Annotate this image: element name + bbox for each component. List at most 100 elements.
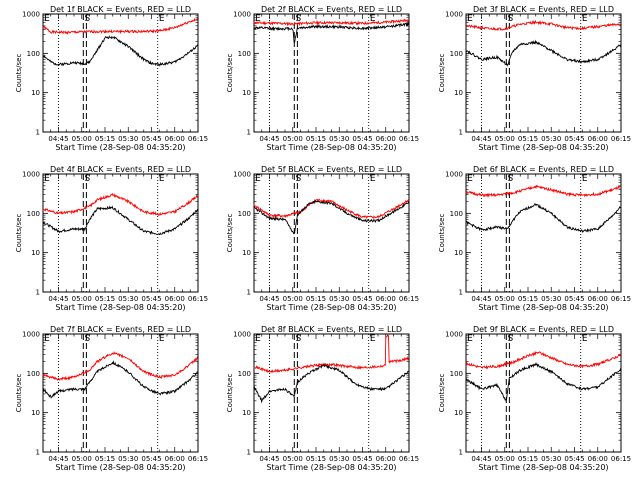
- series-line-events: [42, 360, 198, 399]
- event-marker-label: E: [44, 14, 50, 24]
- y-tick-label: 1000: [233, 171, 251, 179]
- y-tick-label: 1: [459, 449, 463, 457]
- y-axis-label: Counts/sec: [438, 214, 446, 253]
- x-tick-label: 05:30: [329, 455, 349, 463]
- event-marker-label: S: [84, 14, 90, 24]
- x-tick-label: 05:30: [541, 455, 561, 463]
- chart-title: Det 3f BLACK = Events, RED = LLD: [473, 5, 614, 14]
- x-tick-label: 04:45: [48, 135, 68, 143]
- x-tick-label: 05:30: [118, 455, 138, 463]
- chart-panel-8: Det 8f BLACK = Events, RED = LLD 1 10 100 10…: [226, 325, 419, 472]
- event-marker-label: E: [467, 14, 473, 24]
- chart-title: Det 6f BLACK = Events, RED = LLD: [473, 165, 614, 174]
- event-marker-label: S: [295, 174, 301, 184]
- x-axis-label: Start Time (28-Sep-08 04:35:20): [478, 143, 608, 152]
- event-marker-label: S: [84, 174, 90, 184]
- x-tick-label: 05:15: [518, 295, 538, 303]
- chart-panel-9: Det 9f BLACK = Events, RED = LLD 1 10 100 10…: [438, 325, 631, 472]
- x-tick-label: 05:15: [306, 135, 326, 143]
- y-tick-label: 1000: [22, 171, 40, 179]
- x-tick-label: 05:45: [141, 455, 161, 463]
- x-tick-label: 04:45: [471, 135, 491, 143]
- event-marker-label: E: [467, 334, 473, 344]
- x-tick-label: 05:45: [141, 295, 161, 303]
- x-tick-label: 05:45: [564, 295, 584, 303]
- chart-panel-3: Det 3f BLACK = Events, RED = LLD 1 10 100 10…: [438, 5, 631, 152]
- y-tick-label: 1000: [445, 171, 463, 179]
- x-tick-label: 06:15: [399, 295, 419, 303]
- x-tick-label: 06:00: [588, 455, 608, 463]
- event-marker-label: E: [159, 334, 165, 344]
- event-marker-label: E: [44, 174, 50, 184]
- event-marker-label: S: [507, 334, 513, 344]
- event-marker-label: E: [159, 174, 165, 184]
- y-tick-label: 100: [450, 370, 463, 378]
- x-tick-label: 05:15: [518, 455, 538, 463]
- chart-panel-5: Det 5f BLACK = Events, RED = LLD 1 10 100 10…: [226, 165, 419, 312]
- y-tick-label: 10: [454, 409, 463, 417]
- y-tick-label: 10: [242, 249, 251, 257]
- y-tick-label: 100: [27, 210, 40, 218]
- chart-title: Det 9f BLACK = Events, RED = LLD: [473, 325, 614, 334]
- y-tick-label: 1: [247, 289, 251, 297]
- x-axis-label: Start Time (28-Sep-08 04:35:20): [266, 463, 396, 472]
- x-tick-label: 05:30: [541, 135, 561, 143]
- x-tick-label: 05:45: [352, 455, 372, 463]
- y-tick-label: 1: [459, 129, 463, 137]
- x-tick-label: 06:00: [588, 295, 608, 303]
- x-tick-label: 06:00: [165, 295, 185, 303]
- x-axis-label: Start Time (28-Sep-08 04:35:20): [266, 303, 396, 312]
- series-line-events: [465, 361, 622, 403]
- plot-frame: [465, 13, 622, 133]
- y-tick-label: 1000: [233, 11, 251, 19]
- y-tick-label: 100: [27, 50, 40, 58]
- series-line-events: [253, 200, 410, 235]
- y-axis-label: Counts/sec: [226, 374, 234, 413]
- y-axis-label: Counts/sec: [15, 54, 23, 93]
- x-tick-label: 05:30: [118, 135, 138, 143]
- x-tick-label: 04:45: [471, 455, 491, 463]
- x-tick-label: 05:30: [329, 295, 349, 303]
- y-tick-label: 100: [238, 50, 251, 58]
- event-marker-label: E: [582, 14, 588, 24]
- x-tick-label: 05:00: [72, 135, 92, 143]
- series-line-lld: [42, 351, 199, 381]
- x-axis-label: Start Time (28-Sep-08 04:35:20): [266, 143, 396, 152]
- chart-title: Det 8f BLACK = Events, RED = LLD: [261, 325, 402, 334]
- plot-frame: [465, 173, 622, 293]
- y-tick-label: 100: [27, 370, 40, 378]
- y-tick-label: 10: [454, 249, 463, 257]
- series-line-lld: [253, 18, 409, 27]
- series-line-lld: [253, 334, 410, 374]
- y-tick-label: 10: [31, 409, 40, 417]
- event-marker-label: S: [507, 174, 513, 184]
- x-tick-label: 06:00: [376, 455, 396, 463]
- x-tick-label: 04:45: [259, 135, 279, 143]
- series-line-lld: [465, 19, 621, 32]
- x-tick-label: 05:00: [72, 455, 92, 463]
- x-tick-label: 05:15: [95, 295, 115, 303]
- x-tick-label: 05:30: [118, 295, 138, 303]
- y-axis-label: Counts/sec: [15, 374, 23, 413]
- event-marker-label: S: [84, 334, 90, 344]
- event-marker-label: S: [295, 14, 301, 24]
- y-tick-label: 10: [31, 89, 40, 97]
- y-tick-label: 10: [242, 89, 251, 97]
- x-axis-label: Start Time (28-Sep-08 04:35:20): [478, 463, 608, 472]
- plot-frame: [253, 173, 410, 293]
- chart-title: Det 4f BLACK = Events, RED = LLD: [50, 165, 191, 174]
- x-tick-label: 04:45: [259, 455, 279, 463]
- x-tick-label: 05:00: [283, 135, 303, 143]
- x-tick-label: 06:00: [376, 135, 396, 143]
- y-tick-label: 1: [36, 289, 40, 297]
- y-axis-label: Counts/sec: [438, 374, 446, 413]
- series-line-events: [253, 21, 410, 43]
- x-tick-label: 05:15: [306, 295, 326, 303]
- x-tick-label: 05:15: [95, 135, 115, 143]
- x-axis-label: Start Time (28-Sep-08 04:35:20): [478, 303, 608, 312]
- plot-frame: [253, 13, 410, 133]
- x-tick-label: 05:00: [495, 295, 515, 303]
- x-tick-label: 05:00: [495, 135, 515, 143]
- y-tick-label: 100: [238, 370, 251, 378]
